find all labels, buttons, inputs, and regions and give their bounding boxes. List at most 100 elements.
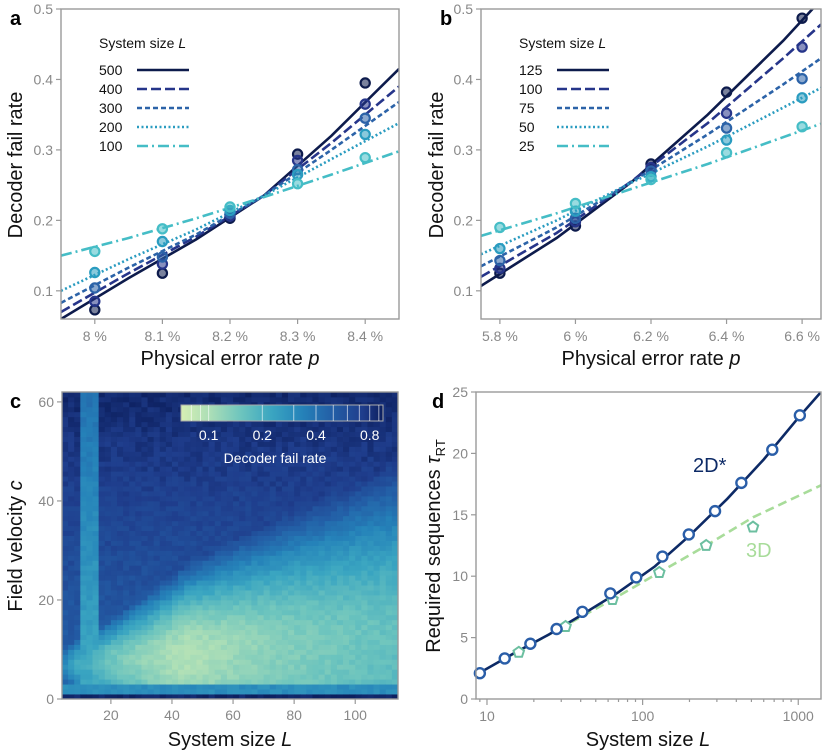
heatmap-cell bbox=[251, 599, 258, 606]
panel-a-ytick-label: 0.3 bbox=[34, 142, 54, 158]
heatmap-cell bbox=[330, 466, 338, 472]
panel-d-xlabel-text: System size bbox=[586, 729, 699, 751]
heatmap-cell bbox=[178, 461, 185, 467]
heatmap-cell bbox=[147, 411, 155, 418]
heatmap-cell bbox=[312, 674, 319, 680]
heatmap-cell bbox=[104, 535, 112, 541]
heatmap-cell bbox=[385, 694, 393, 700]
heatmap-cell bbox=[178, 530, 185, 536]
heatmap-cell bbox=[68, 456, 75, 462]
heatmap-cell bbox=[214, 689, 222, 695]
heatmap-cell bbox=[116, 634, 124, 640]
heatmap-cell bbox=[171, 466, 179, 472]
heatmap-cell bbox=[68, 664, 75, 670]
heatmap-cell bbox=[214, 604, 222, 611]
heatmap-cell bbox=[349, 644, 356, 650]
heatmap-cell bbox=[153, 649, 161, 655]
heatmap-cell bbox=[343, 466, 350, 472]
heatmap-cell bbox=[68, 535, 75, 541]
heatmap-cell bbox=[379, 540, 387, 546]
heatmap-cell bbox=[318, 694, 326, 700]
heatmap-cell bbox=[141, 471, 148, 477]
heatmap-cell bbox=[355, 441, 362, 447]
panel-a-fit-line-300 bbox=[61, 100, 399, 304]
heatmap-cell bbox=[98, 550, 106, 556]
heatmap-cell bbox=[104, 510, 112, 517]
heatmap-cell bbox=[275, 669, 283, 675]
heatmap-cell bbox=[202, 560, 210, 566]
heatmap-cell bbox=[349, 565, 356, 571]
heatmap-cell bbox=[275, 649, 283, 655]
heatmap-cell bbox=[336, 451, 344, 457]
heatmap-cell bbox=[86, 481, 93, 487]
heatmap-cell bbox=[202, 580, 210, 586]
heatmap-cell bbox=[385, 644, 393, 650]
heatmap-cell bbox=[147, 540, 155, 546]
heatmap-cell bbox=[86, 664, 93, 670]
heatmap-cell bbox=[214, 674, 222, 680]
heatmap-cell bbox=[92, 664, 100, 670]
heatmap-cell bbox=[281, 446, 289, 452]
heatmap-cell bbox=[343, 461, 350, 467]
heatmap-cell bbox=[343, 486, 350, 492]
heatmap-cell bbox=[178, 659, 185, 665]
heatmap-cell bbox=[196, 491, 203, 497]
heatmap-cell bbox=[300, 619, 307, 626]
heatmap-cell bbox=[226, 590, 234, 596]
heatmap-cell bbox=[294, 624, 301, 631]
heatmap-cell bbox=[355, 585, 362, 591]
heatmap-cell bbox=[361, 679, 368, 685]
panel-b-point-75 bbox=[720, 122, 733, 134]
heatmap-cell bbox=[220, 540, 228, 546]
heatmap-cell bbox=[361, 694, 368, 700]
heatmap-cell bbox=[104, 674, 112, 680]
heatmap-cell bbox=[391, 644, 399, 650]
heatmap-cell bbox=[116, 585, 124, 591]
heatmap-cell bbox=[343, 451, 350, 457]
heatmap-cell bbox=[110, 669, 118, 675]
heatmap-cell bbox=[135, 451, 142, 457]
heatmap-cell bbox=[86, 590, 93, 596]
heatmap-cell bbox=[178, 476, 185, 482]
heatmap-cell bbox=[349, 585, 356, 591]
heatmap-cell bbox=[251, 471, 258, 477]
heatmap-cell bbox=[275, 495, 283, 502]
heatmap-cell bbox=[233, 520, 240, 527]
heatmap-cell bbox=[68, 649, 75, 655]
heatmap-cell bbox=[385, 441, 393, 447]
heatmap-cell bbox=[153, 426, 161, 433]
heatmap-cell bbox=[214, 540, 222, 546]
heatmap-cell bbox=[159, 679, 167, 685]
heatmap-cell bbox=[214, 575, 222, 581]
heatmap-cell bbox=[330, 446, 338, 452]
heatmap-cell bbox=[233, 624, 240, 631]
heatmap-cell bbox=[178, 471, 185, 477]
heatmap-cell bbox=[391, 674, 399, 680]
heatmap-cell bbox=[153, 401, 161, 408]
heatmap-cell bbox=[379, 481, 387, 487]
heatmap-cell bbox=[184, 510, 191, 517]
heatmap-cell bbox=[281, 585, 289, 591]
heatmap-cell bbox=[349, 689, 356, 695]
heatmap-cell bbox=[318, 471, 326, 477]
heatmap-cell bbox=[202, 446, 210, 452]
heatmap-cell bbox=[367, 624, 374, 631]
heatmap-cell bbox=[184, 689, 191, 695]
panel-a-frame bbox=[60, 8, 400, 320]
heatmap-cell bbox=[171, 471, 179, 477]
heatmap-cell bbox=[190, 634, 197, 640]
heatmap-cell bbox=[300, 629, 307, 636]
heatmap-cell bbox=[184, 599, 191, 606]
heatmap-cell bbox=[373, 510, 381, 517]
heatmap-cell bbox=[288, 456, 295, 462]
heatmap-cell bbox=[288, 560, 295, 566]
heatmap-cell bbox=[239, 619, 246, 626]
heatmap-cell bbox=[385, 560, 393, 566]
heatmap-cell bbox=[355, 535, 362, 541]
heatmap-cell bbox=[294, 441, 301, 447]
heatmap-cell bbox=[147, 639, 155, 645]
heatmap-cell bbox=[110, 565, 118, 571]
heatmap-cell bbox=[361, 426, 368, 433]
